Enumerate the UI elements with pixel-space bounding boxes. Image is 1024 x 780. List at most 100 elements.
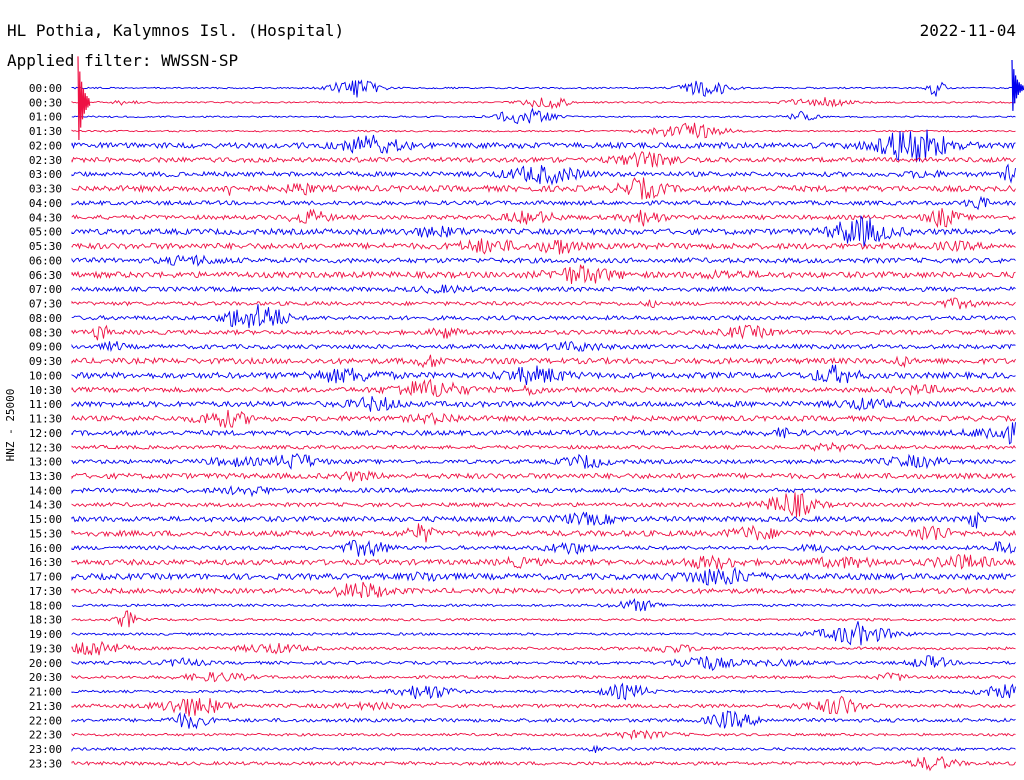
- trace-line: [71, 640, 1016, 656]
- trace-line: [71, 755, 1016, 772]
- station-title: HL Pothia, Kalymnos Isl. (Hospital): [7, 21, 344, 40]
- row-time-label: 16:00: [29, 542, 62, 555]
- trace-line: [71, 304, 1016, 329]
- trace-line: [71, 621, 1016, 646]
- row-time-label: 00:00: [29, 82, 62, 95]
- row-time-label: 16:30: [29, 556, 62, 569]
- row-time-label: 08:30: [29, 326, 62, 339]
- trace-line: [71, 208, 1016, 229]
- row-time-label: 23:00: [29, 743, 62, 756]
- trace-line: [71, 470, 1016, 483]
- trace-line: [71, 553, 1016, 571]
- trace-line: [71, 452, 1016, 470]
- trace-line: [71, 324, 1016, 341]
- row-time-label: 12:30: [29, 441, 62, 454]
- row-time-label: 20:30: [29, 671, 62, 684]
- row-time-label: 22:30: [29, 729, 62, 742]
- trace-line: [71, 441, 1016, 453]
- trace-line: [71, 129, 1016, 163]
- event-spike: [1011, 59, 1024, 111]
- row-time-label: 08:00: [29, 312, 62, 325]
- trace-line: [71, 729, 1016, 741]
- trace-line: [71, 378, 1016, 397]
- row-time-label: 23:30: [29, 757, 62, 770]
- trace-line: [71, 710, 1016, 730]
- trace-line: [71, 264, 1016, 284]
- row-time-label: 06:30: [29, 269, 62, 282]
- trace-line: [71, 79, 1016, 98]
- row-time-label: 11:00: [29, 398, 62, 411]
- chart-date: 2022-11-04: [920, 21, 1016, 40]
- trace-line: [71, 340, 1016, 353]
- row-time-label: 00:30: [29, 96, 62, 109]
- row-time-label: 18:30: [29, 614, 62, 627]
- row-time-label: 04:00: [29, 197, 62, 210]
- row-time-label: 04:30: [29, 211, 62, 224]
- trace-line: [71, 354, 1016, 369]
- trace-line: [71, 597, 1016, 612]
- row-time-label: 15:00: [29, 513, 62, 526]
- row-time-label: 13:30: [29, 470, 62, 483]
- row-time-label: 21:00: [29, 686, 62, 699]
- trace-line: [71, 177, 1016, 200]
- trace-line: [71, 396, 1016, 412]
- trace-line: [71, 610, 1016, 628]
- trace-line: [71, 523, 1016, 543]
- event-spike: [77, 56, 91, 141]
- row-time-label: 05:00: [29, 226, 62, 239]
- trace-line: [71, 485, 1016, 498]
- row-time-label: 15:30: [29, 527, 62, 540]
- row-time-label: 10:00: [29, 369, 62, 382]
- row-time-label: 14:00: [29, 484, 62, 497]
- trace-line: [71, 364, 1016, 385]
- row-time-label: 22:00: [29, 714, 62, 727]
- row-time-label: 02:00: [29, 139, 62, 152]
- trace-line: [71, 150, 1016, 168]
- row-time-label: 19:30: [29, 642, 62, 655]
- row-time-label: 18:00: [29, 599, 62, 612]
- trace-line: [71, 671, 1016, 683]
- row-time-label: 20:00: [29, 657, 62, 670]
- row-time-label: 17:00: [29, 571, 62, 584]
- trace-line: [71, 409, 1016, 428]
- trace-line: [71, 511, 1016, 529]
- trace-line: [71, 195, 1016, 211]
- trace-line: [71, 539, 1016, 557]
- row-time-label: 02:30: [29, 154, 62, 167]
- row-time-label: 03:30: [29, 183, 62, 196]
- trace-line: [71, 297, 1016, 310]
- trace-line: [71, 238, 1016, 255]
- row-time-label: 17:30: [29, 585, 62, 598]
- trace-line: [71, 284, 1016, 294]
- trace-line: [71, 254, 1016, 267]
- row-time-label: 07:00: [29, 283, 62, 296]
- trace-line: [71, 581, 1016, 599]
- row-time-label: 12:00: [29, 427, 62, 440]
- row-time-label: 21:30: [29, 700, 62, 713]
- channel-axis-label: HNZ - 25000: [4, 389, 17, 462]
- row-time-label: 14:30: [29, 499, 62, 512]
- row-time-label: 11:30: [29, 413, 62, 426]
- filter-label: Applied filter: WWSSN-SP: [7, 51, 238, 70]
- trace-line: [71, 682, 1016, 701]
- row-time-label: 19:00: [29, 628, 62, 641]
- row-time-label: 13:00: [29, 456, 62, 469]
- trace-line: [71, 566, 1016, 586]
- row-time-label: 09:30: [29, 355, 62, 368]
- trace-line: [71, 422, 1016, 445]
- row-time-label: 01:30: [29, 125, 62, 138]
- row-time-label: 10:30: [29, 384, 62, 397]
- row-time-label: 09:00: [29, 341, 62, 354]
- row-time-label: 06:00: [29, 254, 62, 267]
- row-time-label: 05:30: [29, 240, 62, 253]
- row-time-label: 03:00: [29, 168, 62, 181]
- trace-line: [71, 107, 1016, 125]
- trace-line: [71, 214, 1016, 247]
- trace-line: [71, 492, 1016, 518]
- trace-line: [71, 163, 1016, 186]
- row-time-label: 07:30: [29, 298, 62, 311]
- trace-line: [71, 122, 1016, 139]
- trace-line: [71, 695, 1016, 717]
